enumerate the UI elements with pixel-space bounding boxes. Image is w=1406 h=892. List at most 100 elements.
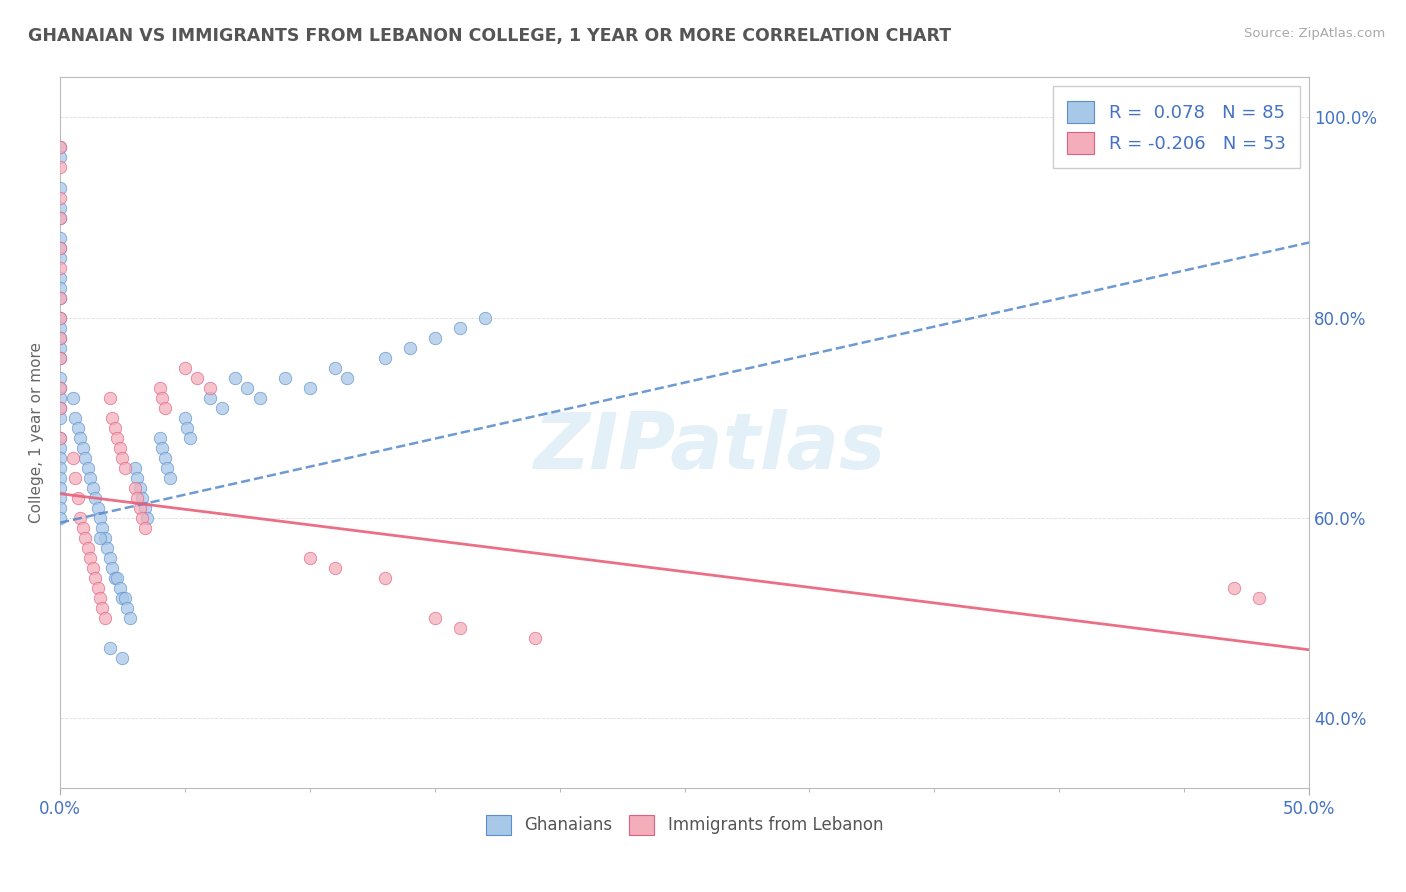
Point — [127, 491, 149, 505]
Point — [91, 521, 114, 535]
Point — [49, 491, 72, 505]
Point — [49, 180, 72, 194]
Legend: Ghanaians, Immigrants from Lebanon: Ghanaians, Immigrants from Lebanon — [478, 806, 891, 844]
Point — [134, 500, 156, 515]
Point — [49, 510, 72, 524]
Point — [101, 410, 124, 425]
Point — [98, 391, 121, 405]
Point — [198, 381, 221, 395]
Point — [174, 410, 197, 425]
Point — [49, 280, 72, 294]
Point — [156, 460, 179, 475]
Point — [49, 260, 72, 275]
Point — [49, 270, 72, 285]
Point — [211, 401, 233, 415]
Point — [49, 161, 72, 175]
Point — [298, 381, 321, 395]
Point — [104, 571, 127, 585]
Point — [49, 381, 72, 395]
Point — [111, 650, 134, 665]
Point — [49, 450, 72, 465]
Point — [91, 600, 114, 615]
Point — [86, 581, 108, 595]
Point — [76, 541, 98, 555]
Point — [86, 500, 108, 515]
Point — [114, 460, 136, 475]
Text: Source: ZipAtlas.com: Source: ZipAtlas.com — [1244, 27, 1385, 40]
Point — [62, 391, 84, 405]
Y-axis label: College, 1 year or more: College, 1 year or more — [30, 343, 44, 523]
Point — [49, 410, 72, 425]
Point — [179, 431, 201, 445]
Point — [323, 560, 346, 574]
Point — [94, 531, 117, 545]
Point — [49, 291, 72, 305]
Point — [274, 370, 297, 384]
Point — [96, 541, 118, 555]
Point — [49, 441, 72, 455]
Point — [118, 611, 141, 625]
Point — [49, 201, 72, 215]
Point — [49, 151, 72, 165]
Point — [186, 370, 208, 384]
Point — [336, 370, 359, 384]
Point — [82, 560, 104, 574]
Point — [249, 391, 271, 405]
Point — [94, 611, 117, 625]
Point — [49, 460, 72, 475]
Point — [124, 481, 146, 495]
Point — [149, 381, 172, 395]
Point — [198, 391, 221, 405]
Point — [49, 211, 72, 225]
Point — [114, 591, 136, 605]
Point — [49, 401, 72, 415]
Point — [73, 531, 96, 545]
Point — [49, 351, 72, 365]
Point — [98, 640, 121, 655]
Point — [49, 310, 72, 325]
Point — [79, 550, 101, 565]
Point — [374, 351, 396, 365]
Point — [449, 621, 471, 635]
Point — [49, 310, 72, 325]
Point — [49, 351, 72, 365]
Point — [69, 431, 91, 445]
Point — [49, 341, 72, 355]
Point — [62, 450, 84, 465]
Point — [66, 420, 89, 434]
Point — [111, 450, 134, 465]
Point — [49, 241, 72, 255]
Point — [374, 571, 396, 585]
Point — [101, 560, 124, 574]
Point — [323, 360, 346, 375]
Point — [49, 470, 72, 484]
Point — [49, 330, 72, 344]
Point — [84, 571, 107, 585]
Point — [134, 521, 156, 535]
Point — [89, 591, 111, 605]
Point — [1249, 591, 1271, 605]
Point — [89, 531, 111, 545]
Point — [49, 211, 72, 225]
Point — [49, 431, 72, 445]
Point — [153, 401, 176, 415]
Point — [153, 450, 176, 465]
Point — [129, 481, 152, 495]
Point — [159, 470, 181, 484]
Point — [49, 401, 72, 415]
Point — [298, 550, 321, 565]
Point — [104, 420, 127, 434]
Point — [129, 500, 152, 515]
Point — [474, 310, 496, 325]
Point — [176, 420, 198, 434]
Point — [49, 500, 72, 515]
Point — [136, 510, 159, 524]
Point — [449, 320, 471, 334]
Point — [127, 470, 149, 484]
Point — [89, 510, 111, 524]
Point — [49, 140, 72, 154]
Point — [98, 550, 121, 565]
Point — [76, 460, 98, 475]
Point — [49, 291, 72, 305]
Point — [107, 571, 129, 585]
